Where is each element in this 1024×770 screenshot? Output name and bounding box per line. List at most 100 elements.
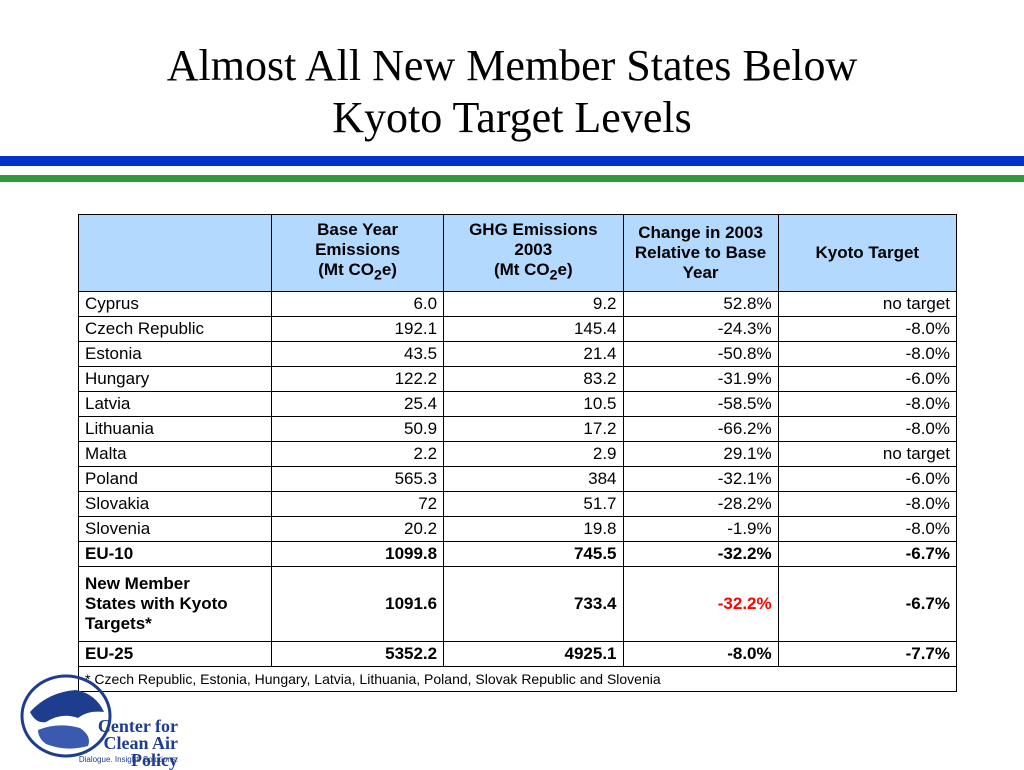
cell-country: Czech Republic bbox=[77, 316, 273, 342]
cell-base: 5352.2 bbox=[271, 641, 445, 667]
cell-base: 1091.6 bbox=[271, 566, 445, 642]
cell-ghg: 9.2 bbox=[443, 291, 624, 317]
cell-base: 25.4 bbox=[271, 391, 445, 417]
cell-kyoto: -6.7% bbox=[777, 566, 958, 642]
globe-outline bbox=[20, 674, 112, 758]
green-divider bbox=[0, 175, 1024, 182]
cell-ghg: 19.8 bbox=[443, 516, 624, 542]
cell-country: Malta bbox=[77, 441, 273, 467]
cell-country: Hungary bbox=[77, 366, 273, 392]
cell-change: -58.5% bbox=[622, 391, 779, 417]
nms-line3: Targets* bbox=[85, 614, 152, 633]
footnote: * Czech Republic, Estonia, Hungary, Latv… bbox=[78, 666, 957, 692]
globe-land-shape-2 bbox=[38, 725, 89, 749]
cell-country: New Member States with Kyoto Targets* bbox=[77, 566, 273, 642]
nms-line1: New Member bbox=[85, 574, 190, 593]
cell-ghg: 51.7 bbox=[443, 491, 624, 517]
header-change-line2: Relative to Base bbox=[634, 243, 767, 262]
cell-country: Poland bbox=[77, 466, 273, 492]
header-ghg-line2: 2003 bbox=[514, 240, 553, 260]
cell-ghg: 2.9 bbox=[443, 441, 624, 467]
cell-kyoto: -6.0% bbox=[777, 366, 958, 392]
header-change-line1: Change in 2003 bbox=[638, 223, 763, 242]
table-row: Latvia 25.4 10.5 -58.5% -8.0% bbox=[77, 391, 958, 417]
cell-change: -1.9% bbox=[622, 516, 779, 542]
table-row-new-member-states: New Member States with Kyoto Targets* 10… bbox=[77, 566, 958, 642]
cell-kyoto: -8.0% bbox=[777, 416, 958, 442]
cell-base: 122.2 bbox=[271, 366, 445, 392]
cell-country: Latvia bbox=[77, 391, 273, 417]
header-ghg-2003: GHG Emissions 2003 (Mt CO2e) bbox=[443, 214, 624, 292]
logo-line1: Center for bbox=[97, 716, 178, 736]
table-row: Slovenia 20.2 19.8 -1.9% -8.0% bbox=[77, 516, 958, 542]
cell-kyoto: -6.0% bbox=[777, 466, 958, 492]
table-row-eu10: EU-10 1099.8 745.5 -32.2% -6.7% bbox=[77, 541, 958, 567]
cell-change: -28.2% bbox=[622, 491, 779, 517]
logo-wordmark: Center for Clean Air Policy bbox=[58, 716, 179, 770]
cell-country: EU-10 bbox=[77, 541, 273, 567]
header-ghg-line1: GHG Emissions bbox=[469, 220, 598, 240]
cell-base: 72 bbox=[271, 491, 445, 517]
cell-ghg: 384 bbox=[443, 466, 624, 492]
header-base-line3: (Mt CO2e) bbox=[318, 260, 397, 284]
cell-base: 565.3 bbox=[271, 466, 445, 492]
cell-kyoto: -8.0% bbox=[777, 391, 958, 417]
cell-change: -66.2% bbox=[622, 416, 779, 442]
emissions-table: Base Year Emissions (Mt CO2e) GHG Emissi… bbox=[77, 214, 958, 692]
cell-change: 29.1% bbox=[622, 441, 779, 467]
cell-kyoto: -6.7% bbox=[777, 541, 958, 567]
header-base-year: Base Year Emissions (Mt CO2e) bbox=[271, 214, 445, 292]
cell-change: -24.3% bbox=[622, 316, 779, 342]
table-row: Poland 565.3 384 -32.1% -6.0% bbox=[77, 466, 958, 492]
cell-ghg: 145.4 bbox=[443, 316, 624, 342]
cell-change: -31.9% bbox=[622, 366, 779, 392]
header-base-line2: Emissions bbox=[315, 240, 401, 260]
header-change-line3: Year bbox=[682, 263, 719, 282]
nms-line2: States with Kyoto bbox=[85, 594, 228, 613]
cell-change: -32.1% bbox=[622, 466, 779, 492]
cell-country: Estonia bbox=[77, 341, 273, 367]
header-ghg-line3: (Mt CO2e) bbox=[493, 260, 573, 284]
cell-country: Cyprus bbox=[77, 291, 273, 317]
center-for-clean-air-policy-logo bbox=[20, 674, 112, 758]
logo-line2: Clean Air Policy bbox=[103, 733, 179, 770]
cell-ghg: 4925.1 bbox=[443, 641, 624, 667]
cell-country: Slovakia bbox=[77, 491, 273, 517]
cell-ghg: 733.4 bbox=[443, 566, 624, 642]
cell-base: 192.1 bbox=[271, 316, 445, 342]
cell-base: 20.2 bbox=[271, 516, 445, 542]
header-kyoto-target: Kyoto Target bbox=[777, 214, 958, 292]
header-change: Change in 2003 Relative to Base Year bbox=[622, 214, 779, 292]
cell-ghg: 83.2 bbox=[443, 366, 624, 392]
cell-kyoto: -7.7% bbox=[777, 641, 958, 667]
cell-country: EU-25 bbox=[77, 641, 273, 667]
cell-base: 50.9 bbox=[271, 416, 445, 442]
cell-base: 6.0 bbox=[271, 291, 445, 317]
cell-country: Lithuania bbox=[77, 416, 273, 442]
cell-change: -50.8% bbox=[622, 341, 779, 367]
header-country bbox=[77, 214, 273, 292]
table-row: Malta 2.2 2.9 29.1% no target bbox=[77, 441, 958, 467]
table-row: Slovakia 72 51.7 -28.2% -8.0% bbox=[77, 491, 958, 517]
header-base-line1: Base Year bbox=[317, 220, 399, 240]
cell-base: 43.5 bbox=[271, 341, 445, 367]
cell-ghg: 745.5 bbox=[443, 541, 624, 567]
cell-change: -32.2% bbox=[622, 566, 779, 642]
table-row: Estonia 43.5 21.4 -50.8% -8.0% bbox=[77, 341, 958, 367]
cell-ghg: 21.4 bbox=[443, 341, 624, 367]
slide-title: Almost All New Member States Below Kyoto… bbox=[0, 40, 1024, 144]
cell-base: 1099.8 bbox=[271, 541, 445, 567]
cell-ghg: 10.5 bbox=[443, 391, 624, 417]
table-row: Lithuania 50.9 17.2 -66.2% -8.0% bbox=[77, 416, 958, 442]
logo-tagline: Dialogue. Insight. Solutions. bbox=[78, 755, 178, 764]
cell-kyoto: no target bbox=[777, 441, 958, 467]
cell-kyoto: -8.0% bbox=[777, 316, 958, 342]
slide-title-line2: Kyoto Target Levels bbox=[332, 93, 692, 142]
slide-title-line1: Almost All New Member States Below bbox=[166, 41, 858, 90]
globe-land-shape bbox=[30, 690, 104, 723]
table-row-footnote: * Czech Republic, Estonia, Hungary, Latv… bbox=[78, 666, 957, 692]
table-row-eu25: EU-25 5352.2 4925.1 -8.0% -7.7% bbox=[77, 641, 958, 667]
cell-kyoto: -8.0% bbox=[777, 516, 958, 542]
cell-ghg: 17.2 bbox=[443, 416, 624, 442]
cell-kyoto: -8.0% bbox=[777, 491, 958, 517]
